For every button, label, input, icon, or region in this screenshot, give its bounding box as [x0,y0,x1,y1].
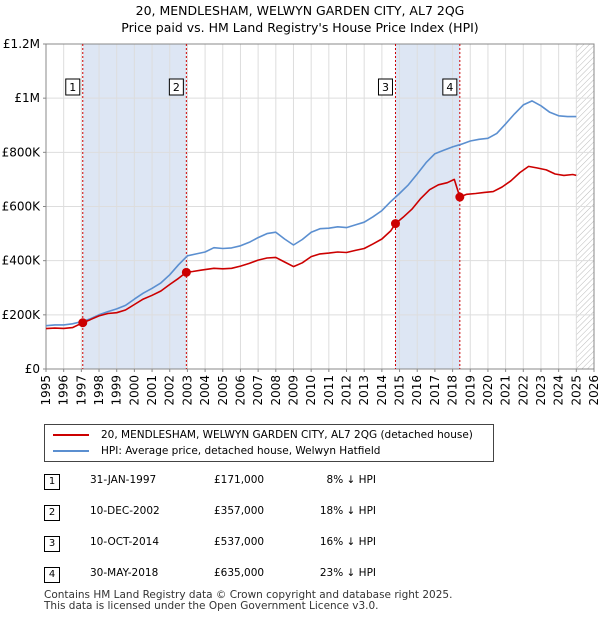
x-tick-label: 2018 [446,375,460,406]
y-tick-label: £1.2M [3,37,40,51]
hpi-series-line [45,100,577,327]
x-tick-label: 2015 [393,375,407,406]
table-row: 4 30-MAY-2018 £635,000 23% ↓ HPI [44,563,444,594]
x-tick-label: 2026 [587,375,600,406]
x-tick-label: 2011 [322,375,336,406]
sale-label-box-1 [65,78,81,96]
sale-number-badge: 4 [44,567,60,583]
legend-item-blue: HPI: Average price, detached house, Welw… [53,443,380,459]
x-tick-label: 1996 [57,375,71,406]
sale-label-2: 2 [173,81,180,94]
x-tick-label: 2005 [216,375,230,406]
y-tick-label: £800K [2,145,42,159]
x-tick-label: 2008 [269,375,283,406]
price-paid-series-line [45,165,577,330]
x-tick-label: 1997 [74,375,88,406]
x-tick-label: 2017 [428,375,442,406]
x-tick-label: 1995 [39,375,53,406]
table-row: 3 10-OCT-2014 £537,000 16% ↓ HPI [44,532,444,563]
sale-label-box-3 [377,78,393,96]
x-tick-label: 2010 [304,375,318,406]
sale-label-4: 4 [446,81,453,94]
x-tick-label: 2006 [233,375,247,406]
x-tick-label: 2007 [251,375,265,406]
x-tick-label: 2004 [198,375,212,406]
sale-label-1: 1 [69,81,76,94]
sale-point-3 [390,219,400,229]
sale-point-2 [181,267,191,277]
sale-price: £171,000 [214,474,265,486]
sale-hpi-diff: 16% ↓ HPI [319,536,376,548]
table-row: 2 10-DEC-2002 £357,000 18% ↓ HPI [44,501,444,532]
y-tick-label: £400K [2,254,42,268]
x-tick-label: 2002 [163,375,177,406]
sale-number-badge: 1 [44,474,60,490]
chart-title: 20, MENDLESHAM, WELWYN GARDEN CITY, AL7 … [0,2,600,36]
legend-blue-label: HPI: Average price, detached house, Welw… [101,445,381,457]
sale-price: £537,000 [214,536,265,548]
x-tick-label: 2003 [180,375,194,406]
x-tick-label: 1999 [110,375,124,406]
x-tick-label: 2025 [569,375,583,406]
sale-label-box-2 [168,78,184,96]
sale-price: £357,000 [214,505,265,517]
sale-label-3: 3 [382,81,389,94]
sale-hpi-diff: 18% ↓ HPI [319,505,376,517]
y-tick-label: £200K [2,308,42,322]
x-tick-label: 2020 [481,375,495,406]
footer: Contains HM Land Registry data © Crown c… [44,590,452,612]
y-tick-label: £1M [14,91,40,105]
sale-price: £635,000 [214,567,265,579]
x-tick-label: 2024 [552,375,566,406]
sale-number-badge: 2 [44,505,60,521]
y-tick-label: £600K [2,200,42,214]
title-line-1: 20, MENDLESHAM, WELWYN GARDEN CITY, AL7 … [135,3,465,18]
x-tick-label: 2000 [127,375,141,406]
x-tick-label: 2023 [534,375,548,406]
legend-item-red: 20, MENDLESHAM, WELWYN GARDEN CITY, AL7 … [53,427,473,443]
sale-label-box-4 [442,78,458,96]
y-tick-label: £0 [25,362,40,376]
x-tick-label: 2013 [357,375,371,406]
legend: 20, MENDLESHAM, WELWYN GARDEN CITY, AL7 … [44,424,494,462]
sale-number-badge: 3 [44,536,60,552]
sale-hpi-diff: 23% ↓ HPI [319,567,376,579]
footer-line-2: This data is licensed under the Open Gov… [44,600,379,612]
x-tick-label: 2019 [463,375,477,406]
sale-date: 10-DEC-2002 [90,505,160,517]
sale-point-4 [455,192,465,202]
sales-table: 1 31-JAN-1997 £171,000 8% ↓ HPI 2 10-DEC… [44,470,444,594]
x-tick-label: 2014 [375,375,389,406]
x-tick-label: 2012 [340,375,354,406]
sale-date: 31-JAN-1997 [90,474,157,486]
legend-red-swatch [53,434,89,436]
x-tick-label: 2009 [286,375,300,406]
legend-blue-swatch [53,450,89,452]
x-tick-label: 2022 [516,375,530,406]
sale-date: 10-OCT-2014 [90,536,159,548]
x-tick-label: 2021 [499,375,513,406]
sale-hpi-diff: 8% ↓ HPI [326,474,376,486]
x-tick-label: 2001 [145,375,159,406]
title-line-2: Price paid vs. HM Land Registry's House … [121,20,479,35]
table-row: 1 31-JAN-1997 £171,000 8% ↓ HPI [44,470,444,501]
x-tick-label: 2016 [410,375,424,406]
legend-red-label: 20, MENDLESHAM, WELWYN GARDEN CITY, AL7 … [101,429,473,441]
sale-date: 30-MAY-2018 [90,567,159,579]
sale-point-1 [78,318,88,328]
footer-line-1: Contains HM Land Registry data © Crown c… [44,589,453,601]
x-tick-label: 1998 [92,375,106,406]
